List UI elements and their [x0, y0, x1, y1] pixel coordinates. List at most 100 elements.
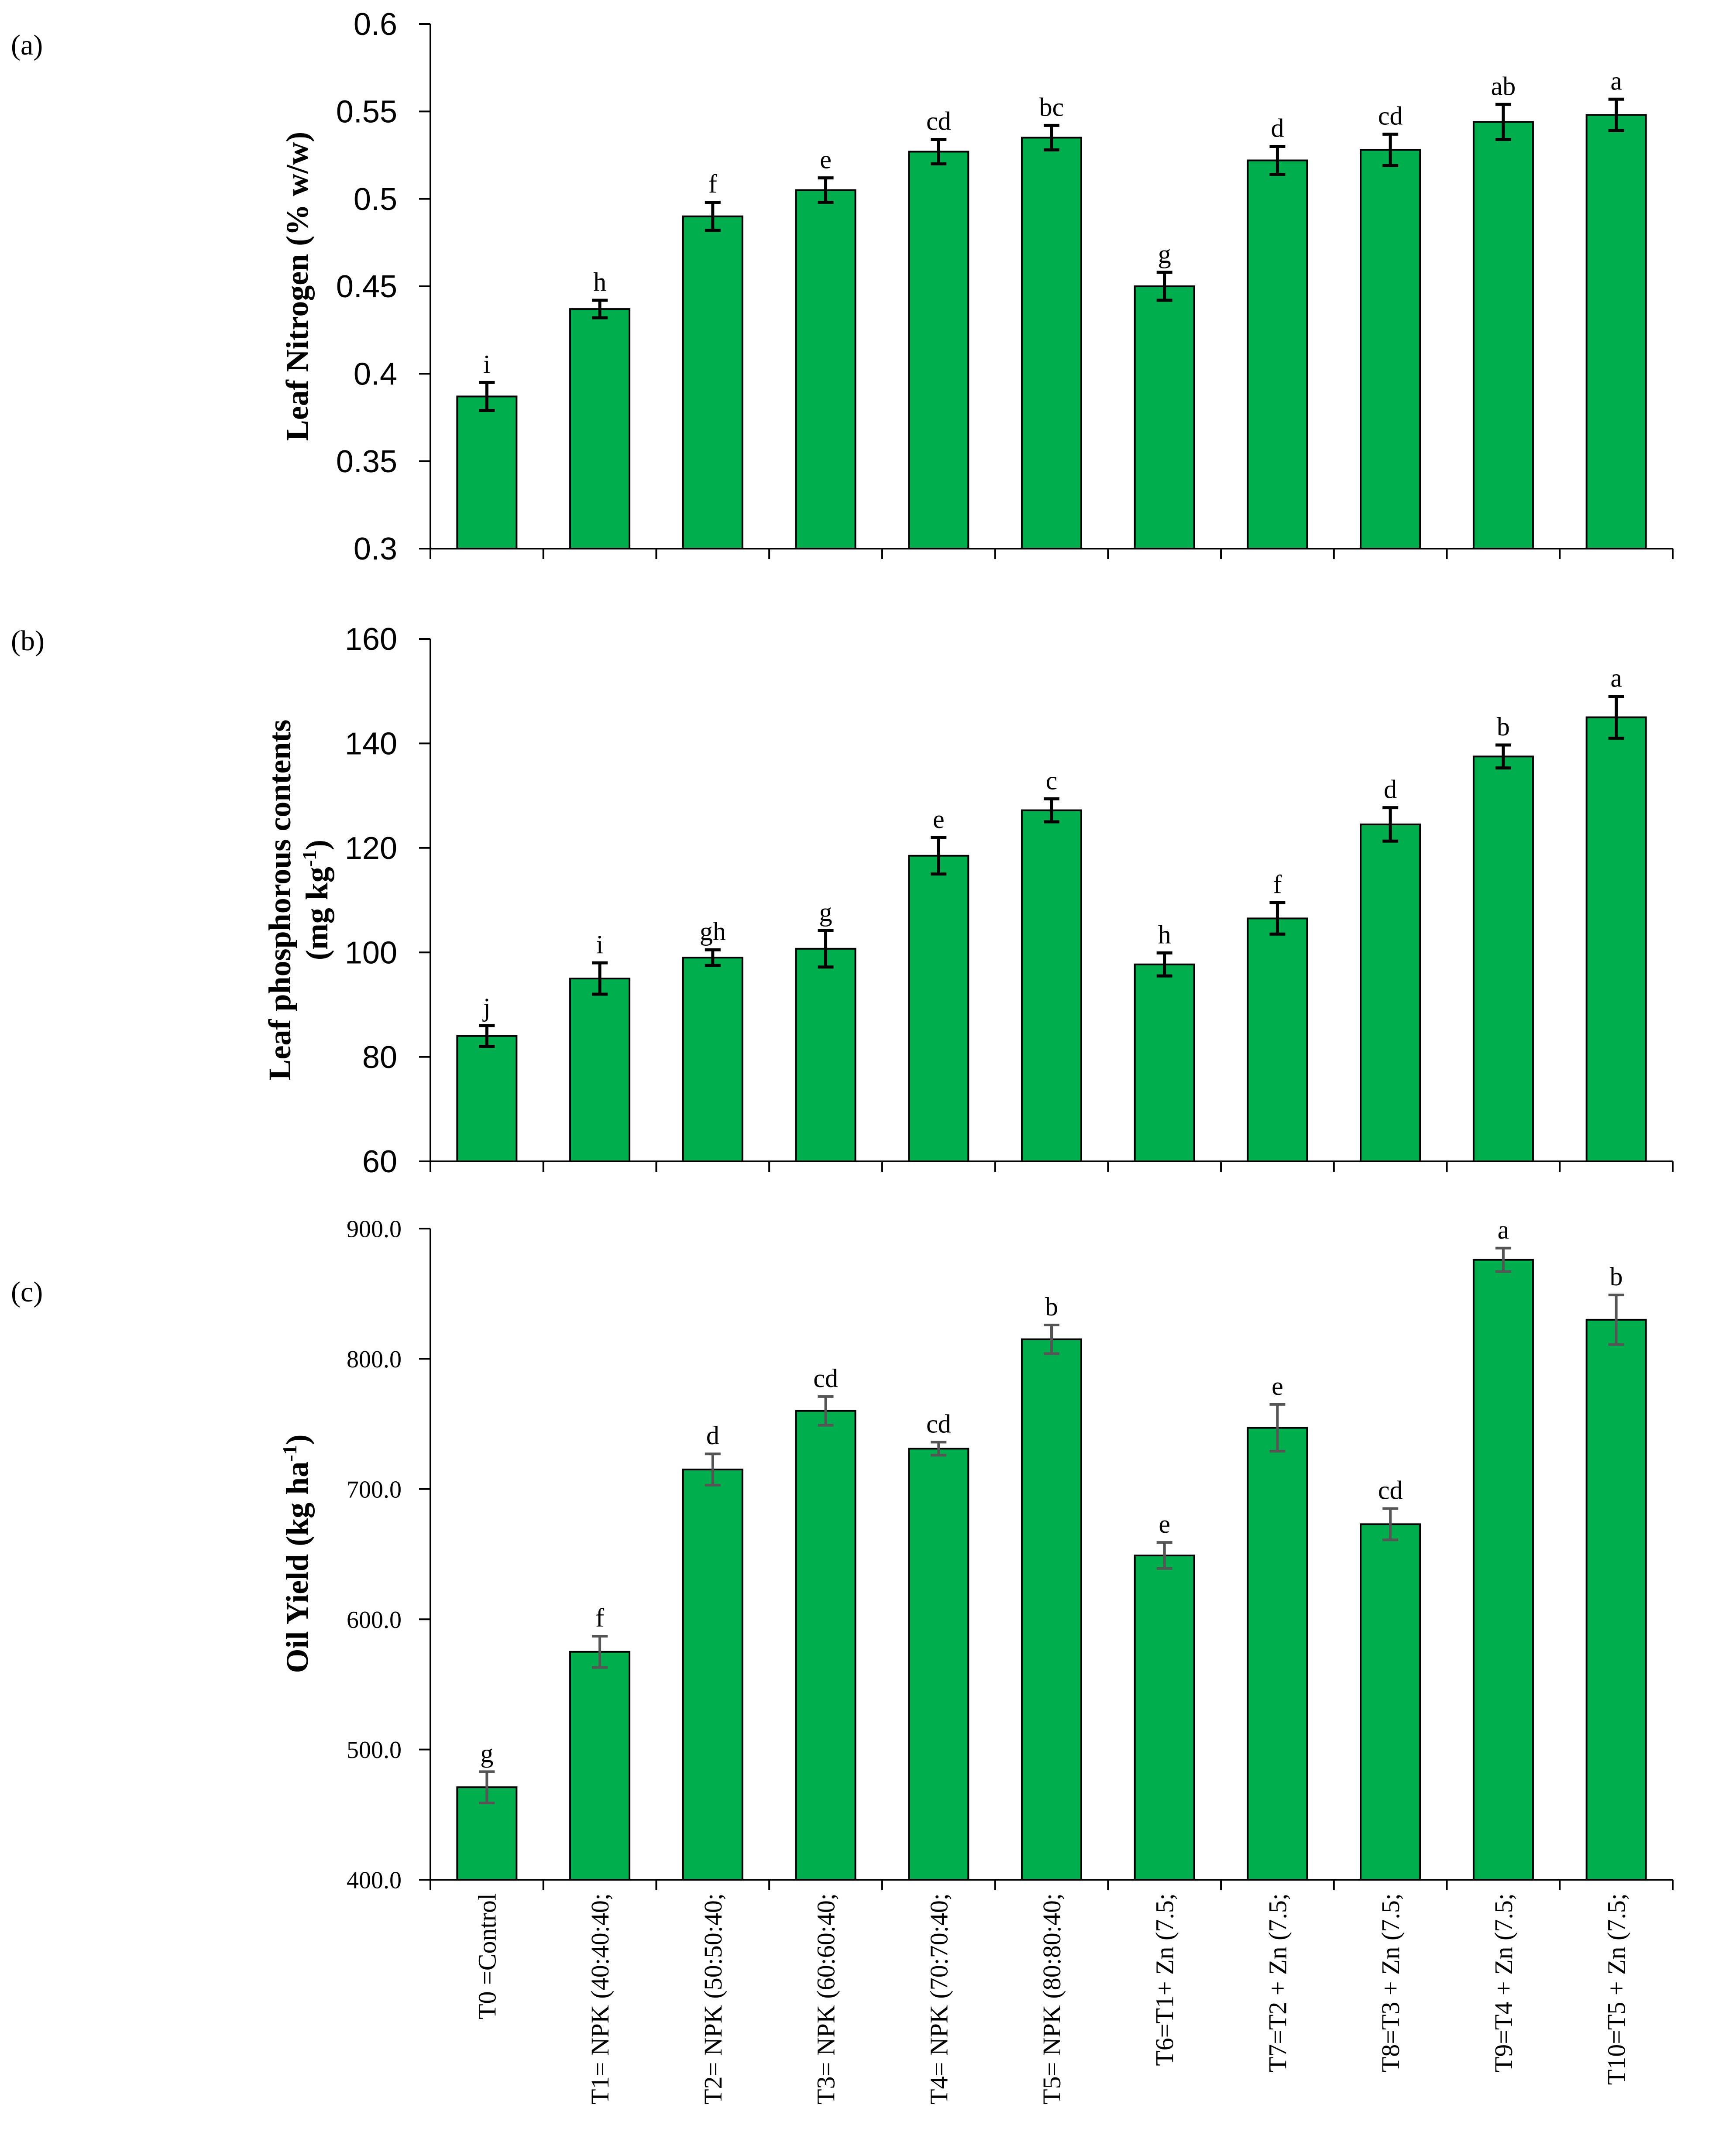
- bar: [1021, 809, 1082, 1162]
- significance-letter: e: [1272, 1372, 1283, 1401]
- bar: [1247, 917, 1308, 1162]
- significance-letter: cd: [926, 106, 951, 135]
- significance-letter: a: [1610, 66, 1622, 95]
- bar: [795, 1410, 856, 1881]
- panel-label: (c): [11, 1276, 43, 1308]
- panel-label: (b): [11, 625, 45, 657]
- bar: [1360, 1523, 1421, 1881]
- significance-letter: b: [1497, 712, 1510, 741]
- y-tick-label: 0.35: [336, 444, 397, 479]
- significance-letter: d: [706, 1421, 719, 1450]
- significance-letter: b: [1045, 1292, 1058, 1321]
- bar: [1134, 285, 1195, 549]
- bar: [1247, 159, 1308, 549]
- chart-panel-1: (b) 60 80 100 120 140 160 j i gh g e c h f d b a Leaf phos…: [11, 622, 1674, 1179]
- significance-letter: i: [596, 930, 604, 959]
- y-axis-title-sup: -1: [278, 1445, 301, 1461]
- significance-letter: c: [1046, 766, 1058, 795]
- y-tick-label: 0.4: [354, 357, 397, 392]
- significance-letter: bc: [1039, 93, 1064, 121]
- chart-panel-2: (c) 400.0 500.0 600.0 700.0 800.0 900.0 g f d cd cd…: [11, 1215, 1674, 1894]
- x-tick-label: T10=T5 + Zn (7.5;: [1602, 1893, 1631, 2085]
- x-tick-label: T1= NPK (40:40:40;: [586, 1893, 614, 2105]
- significance-letter: f: [1273, 870, 1282, 899]
- x-tick-label: T9=T4 + Zn (7.5;: [1489, 1893, 1518, 2072]
- x-tick-label: T8=T3 + Zn (7.5;: [1376, 1893, 1405, 2072]
- bar: [682, 957, 743, 1162]
- y-tick-label: 800.0: [347, 1346, 402, 1373]
- bar: [1472, 121, 1534, 549]
- bar: [1472, 1259, 1534, 1881]
- y-tick-label: 0.3: [354, 532, 397, 566]
- panel-label: (a): [11, 29, 43, 61]
- y-tick-label: 120: [345, 831, 397, 866]
- x-tick-label: T5= NPK (80:80:40;: [1038, 1893, 1066, 2105]
- significance-letter: cd: [926, 1409, 951, 1438]
- bar: [682, 215, 743, 549]
- bar: [1585, 114, 1647, 549]
- x-tick-label: T2= NPK (50:50:40;: [699, 1893, 727, 2105]
- significance-letter: cd: [813, 1364, 838, 1393]
- y-axis-title-line2: (mg kg-1): [298, 840, 334, 960]
- y-axis-title-line1: Leaf phosphorous contents: [262, 720, 297, 1081]
- y-tick-label: 900.0: [347, 1216, 402, 1243]
- x-tick-label: T0 =Control: [473, 1893, 501, 2019]
- bar: [795, 189, 856, 549]
- significance-letter: cd: [1378, 1476, 1403, 1505]
- bar: [1360, 823, 1421, 1163]
- significance-letter: g: [1158, 240, 1171, 268]
- significance-letter: d: [1384, 775, 1397, 804]
- significance-letter: b: [1610, 1262, 1623, 1291]
- bar: [569, 1651, 631, 1881]
- y-axis-unit-sup: -1: [298, 850, 320, 867]
- bar: [1134, 1554, 1195, 1881]
- bar: [1247, 1427, 1308, 1881]
- y-tick-label: 600.0: [347, 1607, 402, 1634]
- significance-letter: gh: [700, 917, 726, 946]
- x-category-labels: T0 =Control T1= NPK (40:40:40; T2= NPK (50…: [473, 1893, 1630, 2105]
- chart-panel-0: (a) 0.3 0.35 0.4 0.45 0.5 0.55 0.6 i h f e cd bc g d cd a…: [11, 7, 1674, 566]
- y-axis-title-end: ): [280, 1434, 315, 1445]
- significance-letter: h: [593, 268, 606, 296]
- significance-letter: e: [1158, 1510, 1170, 1538]
- bar: [908, 1448, 969, 1881]
- significance-letter: g: [819, 898, 832, 927]
- y-tick-label: 0.6: [354, 7, 397, 42]
- y-tick-label: 0.45: [336, 269, 397, 304]
- x-tick-label: T4= NPK (70:70:40;: [925, 1893, 953, 2105]
- bar: [569, 308, 631, 549]
- y-tick-label: 100: [345, 935, 397, 970]
- bar: [569, 978, 631, 1163]
- bar: [908, 855, 969, 1162]
- significance-letter: e: [820, 145, 832, 174]
- y-tick-label: 60: [362, 1144, 397, 1179]
- y-tick-label: 160: [345, 622, 397, 657]
- bar: [1585, 716, 1647, 1163]
- bar: [1585, 1318, 1647, 1881]
- significance-letter: e: [933, 805, 945, 834]
- bar: [682, 1469, 743, 1881]
- significance-letter: g: [480, 1739, 493, 1768]
- bar: [1472, 755, 1534, 1162]
- y-tick-label: 700.0: [347, 1476, 402, 1503]
- bar: [456, 1035, 518, 1162]
- bar: [908, 151, 969, 549]
- y-axis-title: Oil Yield (kg ha-1): [278, 1434, 315, 1673]
- significance-letter: cd: [1378, 101, 1403, 130]
- significance-letter: f: [595, 1603, 604, 1632]
- y-axis-title-main: Oil Yield (kg ha: [280, 1462, 315, 1673]
- significance-letter: a: [1498, 1215, 1509, 1244]
- y-tick-label: 140: [345, 727, 397, 762]
- bar: [1134, 963, 1195, 1162]
- significance-letter: d: [1271, 113, 1284, 142]
- y-tick-label: 80: [362, 1040, 397, 1075]
- bar: [456, 395, 518, 549]
- y-tick-label: 500.0: [347, 1737, 402, 1764]
- significance-letter: j: [482, 993, 491, 1022]
- bar: [1021, 1338, 1082, 1881]
- y-tick-label: 400.0: [347, 1867, 402, 1894]
- x-tick-label: T3= NPK (60:60:40;: [812, 1893, 840, 2105]
- x-tick-label: T6=T1+ Zn (7.5;: [1151, 1893, 1179, 2066]
- significance-letter: i: [483, 350, 491, 378]
